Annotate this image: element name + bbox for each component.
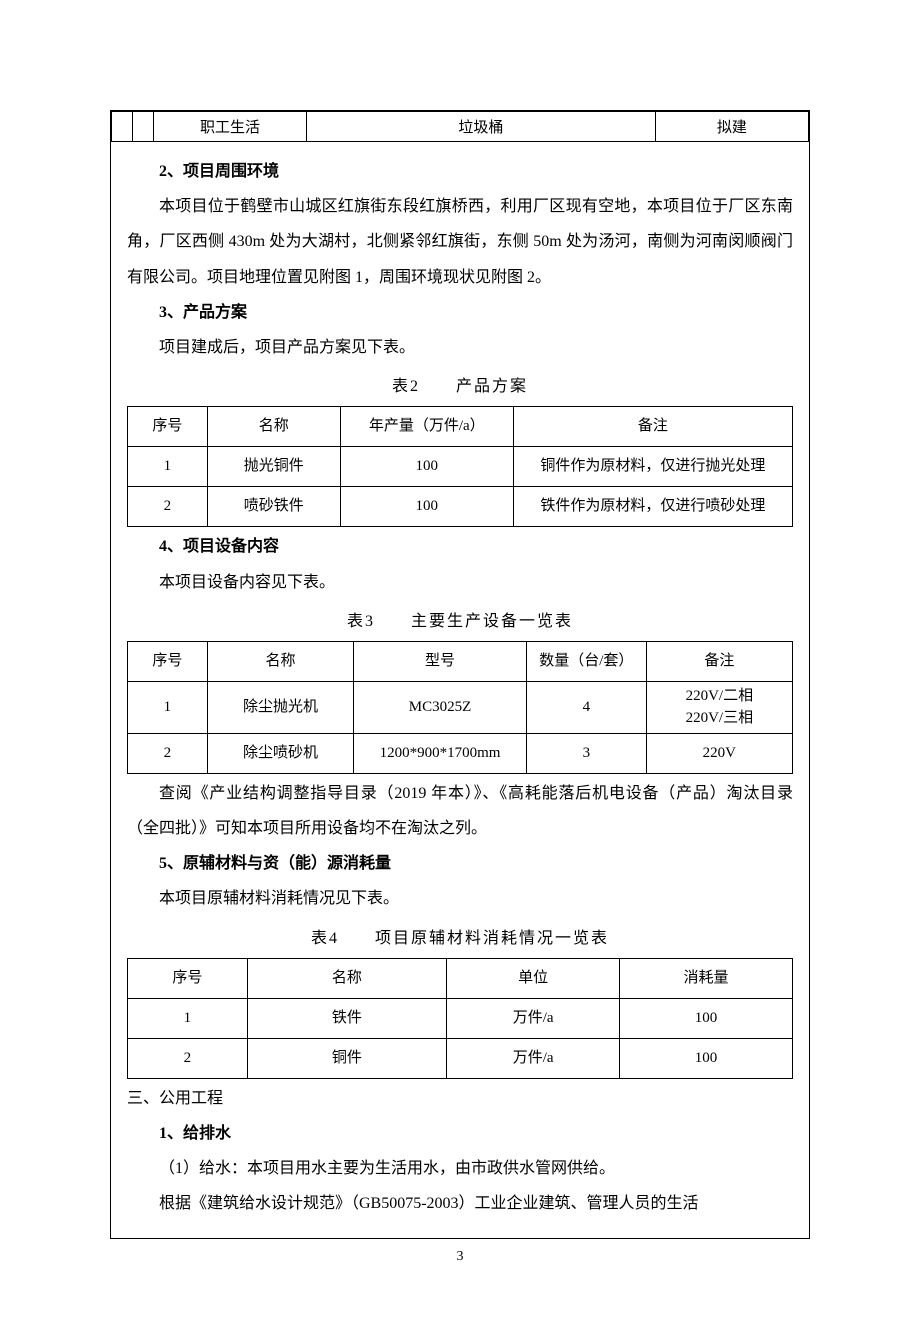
para-sec4: 本项目设备内容见下表。: [127, 565, 793, 600]
td: MC3025Z: [354, 681, 527, 733]
td: 100: [620, 1038, 793, 1078]
table-row: 2 铜件 万件/a 100: [128, 1038, 793, 1078]
table-row: 序号 名称 型号 数量（台/套） 备注: [128, 641, 793, 681]
cell-planned: 拟建: [655, 112, 808, 142]
th: 备注: [513, 407, 792, 447]
para-water-1: （1）给水：本项目用水主要为生活用水，由市政供水管网供给。: [127, 1151, 793, 1186]
th: 序号: [128, 958, 248, 998]
table-row: 1 铁件 万件/a 100: [128, 998, 793, 1038]
td: 100: [340, 487, 513, 527]
page-number: 3: [110, 1249, 810, 1265]
td: 铁件: [247, 998, 447, 1038]
table-row: 序号 名称 年产量（万件/a） 备注: [128, 407, 793, 447]
td: 1: [128, 681, 208, 733]
caption-table4: 表4 项目原辅材料消耗情况一览表: [127, 921, 793, 956]
th: 名称: [207, 407, 340, 447]
td: 抛光铜件: [207, 447, 340, 487]
heading-sec4: 4、项目设备内容: [127, 529, 793, 564]
table-row: 1 除尘抛光机 MC3025Z 4 220V/二相 220V/三相: [128, 681, 793, 733]
table-row: 2 除尘喷砂机 1200*900*1700mm 3 220V: [128, 733, 793, 773]
th: 数量（台/套）: [526, 641, 646, 681]
heading-sec3: 3、产品方案: [127, 295, 793, 330]
table-row: 职工生活 垃圾桶 拟建: [112, 112, 809, 142]
cell-empty-2: [132, 112, 153, 142]
th: 序号: [128, 407, 208, 447]
heading-sub1: 1、给排水: [127, 1116, 793, 1151]
td: 100: [620, 998, 793, 1038]
td: 3: [526, 733, 646, 773]
th: 名称: [247, 958, 447, 998]
td: 1: [128, 447, 208, 487]
td: 1: [128, 998, 248, 1038]
td: 2: [128, 487, 208, 527]
para-post-table3: 查阅《产业结构调整指导目录（2019 年本）》、《高耗能落后机电设备（产品）淘汰…: [127, 776, 793, 846]
td: 万件/a: [447, 1038, 620, 1078]
td: 万件/a: [447, 998, 620, 1038]
th: 序号: [128, 641, 208, 681]
td: 220V/二相 220V/三相: [646, 681, 792, 733]
td: 除尘抛光机: [207, 681, 353, 733]
page-border: 职工生活 垃圾桶 拟建 2、项目周围环境 本项目位于鹤壁市山城区红旗街东段红旗桥…: [110, 110, 810, 1239]
td: 除尘喷砂机: [207, 733, 353, 773]
td: 4: [526, 681, 646, 733]
table2-product-plan: 序号 名称 年产量（万件/a） 备注 1 抛光铜件 100 铜件作为原材料，仅进…: [127, 406, 793, 527]
para-sec5: 本项目原辅材料消耗情况见下表。: [127, 881, 793, 916]
td: 1200*900*1700mm: [354, 733, 527, 773]
th: 型号: [354, 641, 527, 681]
cell-staff-life: 职工生活: [153, 112, 306, 142]
table3-equipment: 序号 名称 型号 数量（台/套） 备注 1 除尘抛光机 MC3025Z 4 22…: [127, 641, 793, 774]
td: 铜件作为原材料，仅进行抛光处理: [513, 447, 792, 487]
heading-sec5: 5、原辅材料与资（能）源消耗量: [127, 846, 793, 881]
td: 铜件: [247, 1038, 447, 1078]
td: 2: [128, 1038, 248, 1078]
para-sec2: 本项目位于鹤壁市山城区红旗街东段红旗桥西，利用厂区现有空地，本项目位于厂区东南角…: [127, 189, 793, 295]
top-fragment-table: 职工生活 垃圾桶 拟建: [111, 111, 809, 142]
heading-sec-three: 三、公用工程: [127, 1081, 793, 1116]
td: 100: [340, 447, 513, 487]
th: 单位: [447, 958, 620, 998]
td: 2: [128, 733, 208, 773]
content-area: 2、项目周围环境 本项目位于鹤壁市山城区红旗街东段红旗桥西，利用厂区现有空地，本…: [111, 142, 809, 1238]
th: 备注: [646, 641, 792, 681]
th: 年产量（万件/a）: [340, 407, 513, 447]
caption-table3: 表3 主要生产设备一览表: [127, 604, 793, 639]
table-row: 序号 名称 单位 消耗量: [128, 958, 793, 998]
th: 名称: [207, 641, 353, 681]
th: 消耗量: [620, 958, 793, 998]
cell-trash-bin: 垃圾桶: [307, 112, 656, 142]
table-row: 2 喷砂铁件 100 铁件作为原材料，仅进行喷砂处理: [128, 487, 793, 527]
table-row: 1 抛光铜件 100 铜件作为原材料，仅进行抛光处理: [128, 447, 793, 487]
cell-empty-1: [112, 112, 133, 142]
td: 220V: [646, 733, 792, 773]
td: 喷砂铁件: [207, 487, 340, 527]
heading-sec2: 2、项目周围环境: [127, 154, 793, 189]
caption-table2: 表2 产品方案: [127, 369, 793, 404]
para-water-2: 根据《建筑给水设计规范》（GB50075-2003）工业企业建筑、管理人员的生活: [127, 1186, 793, 1221]
table4-materials: 序号 名称 单位 消耗量 1 铁件 万件/a 100 2 铜件 万件/a 100: [127, 958, 793, 1079]
td: 铁件作为原材料，仅进行喷砂处理: [513, 487, 792, 527]
para-sec3: 项目建成后，项目产品方案见下表。: [127, 330, 793, 365]
